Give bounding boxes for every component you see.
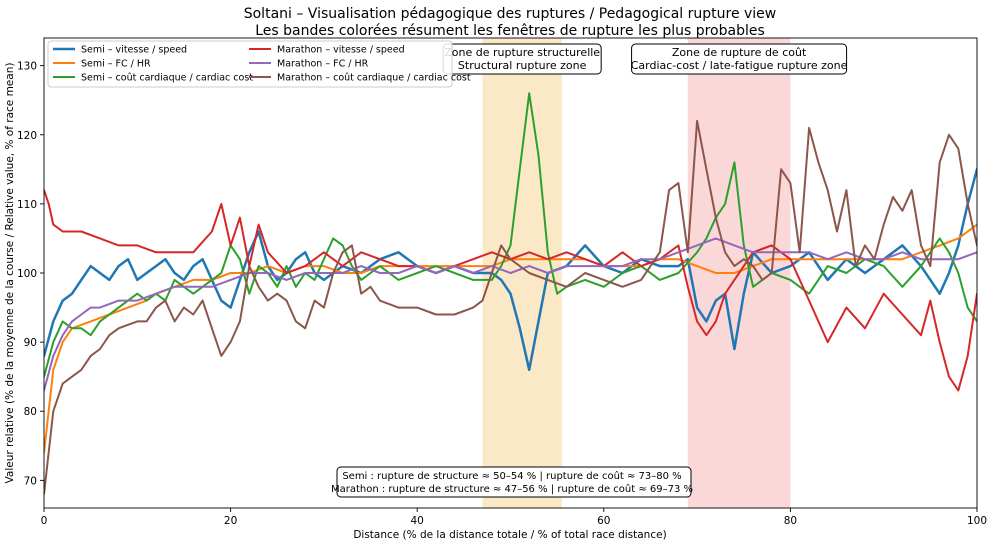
x-tick-label: 100	[967, 515, 987, 527]
band-label-text: Zone de rupture structurelle	[444, 46, 600, 59]
y-tick-label: 90	[24, 337, 37, 349]
summary-line: Semi : rupture de structure ≈ 50–54 % | …	[342, 470, 681, 482]
legend-label: Semi – FC / HR	[81, 59, 151, 70]
x-axis-label: Distance (% de la distance totale / % of…	[353, 529, 666, 541]
legend-label: Semi – coût cardiaque / cardiac cost	[81, 73, 253, 84]
series-line-6	[44, 119, 977, 496]
y-tick-label: 70	[24, 475, 37, 487]
axes: 0 20 40 60 80 100 70 80 90 100 110 120 130	[17, 37, 987, 527]
y-tick-label: 110	[17, 199, 37, 211]
x-tick-label: 20	[224, 515, 237, 527]
band-label-text: Zone de rupture de coût	[672, 46, 807, 59]
chart-title: Soltani – Visualisation pédagogique des …	[244, 6, 777, 22]
band-label-text: Cardiac-cost / late-fatigue rupture zone	[631, 59, 848, 72]
series-line-5	[44, 237, 977, 392]
y-tick-label: 100	[17, 268, 37, 280]
x-tick-label: 0	[41, 515, 48, 527]
series-line-4	[44, 189, 977, 392]
legend-label: Marathon – vitesse / speed	[277, 45, 405, 56]
legend-label: Marathon – coût cardiaque / cardiac cost	[277, 73, 471, 84]
x-tick-label: 40	[411, 515, 424, 527]
y-axis-label: Valeur relative (% de la moyenne de la c…	[4, 63, 16, 484]
series-lines	[44, 92, 977, 496]
y-tick-label: 80	[24, 406, 37, 418]
legend: Semi – vitesse / speed Semi – FC / HR Semi…	[47, 40, 471, 88]
legend-label: Semi – vitesse / speed	[81, 45, 187, 56]
x-tick-label: 60	[597, 515, 610, 527]
summary-box: Semi : rupture de structure ≈ 50–54 % | …	[331, 466, 693, 498]
band-label-box-2	[631, 43, 848, 75]
y-tick-label: 130	[17, 61, 37, 73]
summary-line: Marathon : rupture de structure ≈ 47–56 …	[331, 483, 693, 495]
band-label-text: Structural rupture zone	[458, 59, 587, 72]
y-tick-label: 120	[17, 130, 37, 142]
summary-box-frame	[336, 466, 692, 498]
legend-label: Marathon – FC / HR	[277, 59, 369, 70]
x-tick-label: 80	[784, 515, 797, 527]
chart-subtitle: Les bandes colorées résument les fenêtre…	[255, 23, 765, 39]
